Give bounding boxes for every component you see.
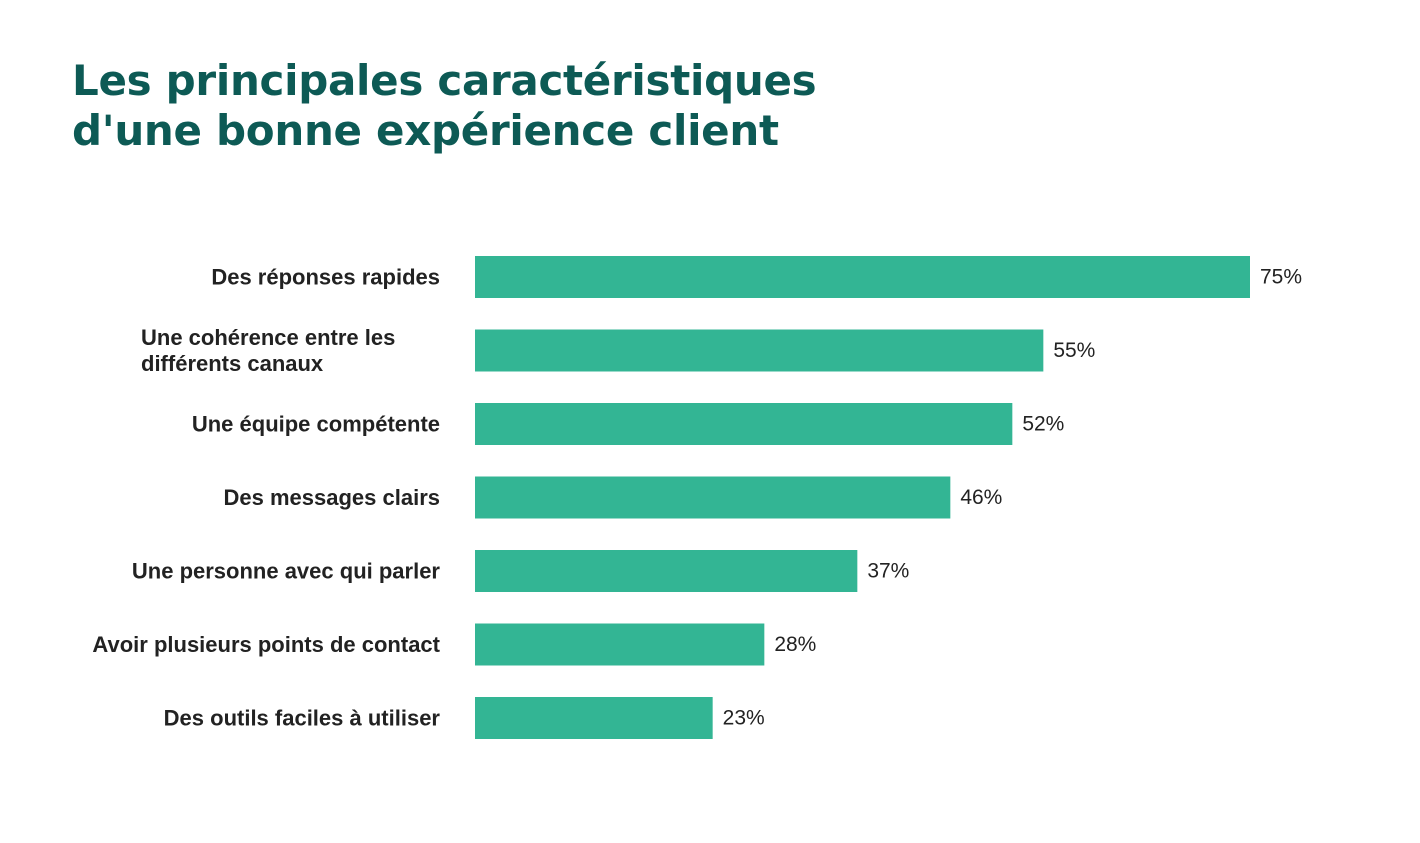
category-label: Une cohérence entre les différents canaux (141, 325, 395, 376)
bar (475, 476, 951, 519)
category-label-line: Des réponses rapides (211, 265, 440, 290)
chart-title-line-1: Les principales caractéristiques (72, 56, 817, 105)
category-label: Une personne avec qui parler (132, 559, 441, 584)
category-label-line: Des messages clairs (224, 485, 441, 510)
bar (475, 550, 858, 592)
value-label: 23% (723, 707, 765, 730)
value-label: 37% (867, 560, 909, 583)
category-label-line: Des outils faciles à utiliser (164, 706, 441, 731)
value-label: 75% (1260, 266, 1302, 289)
category-label: Avoir plusieurs points de contact (92, 632, 440, 657)
bar (475, 256, 1250, 298)
category-label: Des réponses rapides (211, 265, 440, 290)
category-label-line: Une équipe compétente (192, 412, 440, 437)
category-label-line: Une personne avec qui parler (132, 559, 441, 584)
category-label-line: Une cohérence entre les (141, 325, 395, 350)
bar (475, 403, 1013, 445)
bar (475, 623, 765, 666)
bar (475, 697, 713, 739)
category-label-line: différents canaux (141, 351, 324, 376)
value-label: 28% (774, 633, 816, 656)
value-label: 52% (1022, 413, 1064, 436)
category-label: Des messages clairs (224, 485, 441, 510)
value-label: 46% (960, 486, 1002, 509)
bar (475, 329, 1044, 372)
chart-title-line-2: d'une bonne expérience client (72, 106, 779, 155)
category-label: Une équipe compétente (192, 412, 440, 437)
value-label: 55% (1053, 339, 1095, 362)
category-label-line: Avoir plusieurs points de contact (92, 632, 440, 657)
category-label: Des outils faciles à utiliser (164, 706, 441, 731)
chart-title: Les principales caractéristiques d'une b… (72, 56, 817, 156)
